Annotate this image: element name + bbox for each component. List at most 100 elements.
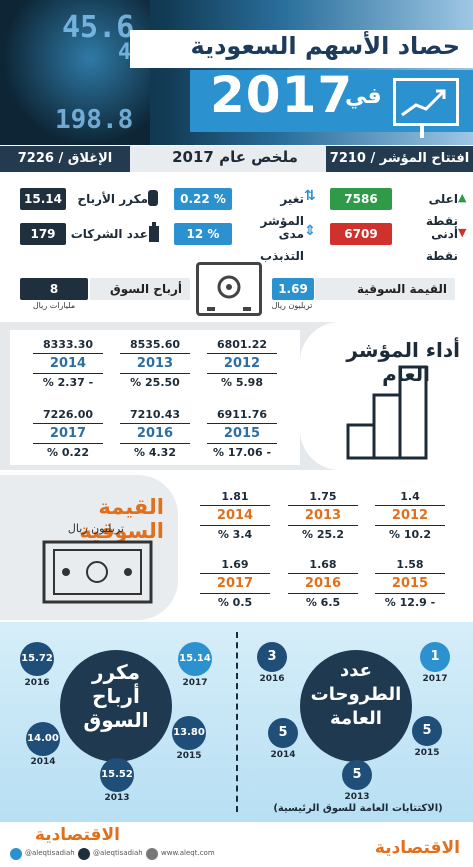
- building-icon: [148, 222, 160, 242]
- earnings-label: أرباح السوق: [90, 278, 190, 300]
- index-year: 2017: [49, 426, 87, 441]
- market-value: 1.75: [309, 490, 337, 503]
- instagram-handle: @aleqtisadiah: [93, 849, 143, 857]
- ipo-value-2015: 5: [412, 716, 442, 746]
- pe-year-2013: 2013: [104, 793, 130, 803]
- market-value-change: % 25.2: [302, 528, 344, 541]
- market-value-year: 2014: [216, 508, 254, 523]
- web-icon: [146, 848, 158, 860]
- ipo-value-2016: 3: [257, 642, 287, 672]
- market-value-item-2017: 1.69 2017 % 0.5: [200, 558, 270, 609]
- chart-board-icon: [393, 78, 459, 126]
- index-item-2017: 7226.00 2017 % 0.22: [33, 408, 103, 459]
- market-value: 1.4: [400, 490, 420, 503]
- pe-year-2014: 2014: [30, 757, 56, 767]
- ipo-title-1: عدد: [340, 660, 372, 681]
- section-divider: [236, 632, 238, 812]
- high-label: اعلى نقطة: [425, 192, 458, 228]
- market-value-year: 2015: [391, 576, 429, 591]
- low-value: 6709: [330, 223, 392, 245]
- index-performance-grid: [10, 330, 300, 465]
- market-value-year: 2016: [304, 576, 342, 591]
- index-open-value: 7210: [329, 151, 366, 166]
- companies-value: 179: [20, 223, 66, 245]
- summary-title: ملخص عام 2017: [172, 148, 298, 166]
- ticker-number: 45.6: [62, 10, 135, 45]
- index-open-label: افتتاح المؤشر /: [370, 151, 470, 166]
- index-close-label: الإغلاق /: [58, 151, 113, 166]
- companies-label: عدد الشركات: [70, 227, 148, 241]
- index-change: % 4.32: [134, 446, 176, 459]
- market-cap-unit: تريليون ريال: [271, 301, 313, 310]
- market-value-change: % 0.5: [217, 596, 253, 609]
- index-item-2013: 8535.60 2013 % 25.50: [120, 338, 190, 389]
- ipo-year-2015: 2015: [414, 748, 440, 758]
- index-performance-title: أداء المؤشر: [346, 338, 460, 362]
- ipo-title-2: الطروحات: [310, 684, 402, 705]
- arrow-down-icon: ▼: [458, 226, 467, 239]
- market-value-item-2014: 1.81 2014 % 3.4: [200, 490, 270, 541]
- low-label: أدنى نقطة: [425, 227, 458, 263]
- market-value-year: 2013: [304, 508, 342, 523]
- market-value-change: % 10.2: [389, 528, 431, 541]
- safe-icon: [196, 262, 262, 316]
- index-year: 2016: [136, 426, 174, 441]
- pe-value-2015: 13.80: [172, 716, 206, 750]
- pe-value-2013: 15.52: [100, 758, 134, 792]
- market-value-item-2012: 1.4 2012 % 10.2: [375, 490, 445, 541]
- market-value-year: 2012: [391, 508, 429, 523]
- market-value-item-2016: 1.68 2016 % 6.5: [288, 558, 358, 609]
- market-value-title: القيمة السوقية: [79, 495, 164, 543]
- ipo-note: (الاكتتابات العامة للسوق الرئيسية): [273, 803, 443, 814]
- index-item-2014: 8333.30 2014 % 2.37 -: [33, 338, 103, 389]
- title-band: [130, 30, 473, 68]
- website-link[interactable]: www.aleqt.com: [161, 849, 215, 857]
- market-cap-label: القيمة السوقية: [315, 278, 455, 300]
- pe-year-2017: 2017: [182, 678, 208, 688]
- index-year: 2012: [223, 356, 261, 371]
- ipo-value-2014: 5: [268, 718, 298, 748]
- index-value: 7226.00: [42, 408, 94, 421]
- market-value: 1.68: [309, 558, 337, 571]
- pe-ratio-title-1: مكرر: [92, 660, 140, 684]
- index-change: % 17.06 -: [212, 446, 272, 459]
- page-title: حصاد الأسهم السعودية: [190, 32, 460, 60]
- pe-ratio-title-3: السوق: [83, 708, 149, 732]
- market-value-item-2015: 1.58 2015 % 12.9 -: [375, 558, 445, 609]
- earnings-unit: مليارات ريال: [32, 301, 76, 310]
- index-value: 8535.60: [129, 338, 181, 351]
- index-year: 2014: [49, 356, 87, 371]
- twitter-icon: [10, 848, 22, 860]
- index-item-2012: 6801.22 2012 % 5.98: [207, 338, 277, 389]
- ticker-number: 198.8: [55, 105, 134, 135]
- ipo-value-2013: 5: [342, 760, 372, 790]
- ipo-year-2013: 2013: [344, 792, 370, 802]
- pe-value: 15.14: [20, 188, 66, 210]
- index-value: 6911.76: [216, 408, 268, 421]
- market-value-change: % 3.4: [217, 528, 253, 541]
- index-change-label: تغير المؤشر: [260, 192, 304, 228]
- earnings-value: 8: [20, 278, 88, 300]
- index-year: 2015: [223, 426, 261, 441]
- market-value-title-panel: [0, 475, 178, 620]
- pe-year-2016: 2016: [24, 678, 50, 688]
- pe-value-2014: 14.00: [26, 722, 60, 756]
- volatility-label: مدى التذبذب: [260, 227, 304, 263]
- index-year: 2013: [136, 356, 174, 371]
- volatility-value: 12 %: [174, 223, 232, 245]
- brand-logo-right: الاقتصادية: [374, 838, 460, 858]
- pe-label: مكرر الأرباح: [77, 192, 148, 206]
- instagram-icon: [78, 848, 90, 860]
- ipo-circle: [300, 650, 412, 762]
- pe-ratio-title-2: أرباح: [92, 684, 140, 708]
- high-value: 7586: [330, 188, 392, 210]
- footer: [0, 822, 473, 867]
- market-value: 1.58: [396, 558, 424, 571]
- year-label: 2017: [210, 66, 354, 124]
- money-bag-icon: [148, 190, 158, 206]
- ipo-year-2016: 2016: [259, 674, 285, 684]
- market-value-unit: تريليون ريال: [67, 522, 124, 535]
- twitter-handle: @aleqtisadiah: [25, 849, 75, 857]
- market-value-year: 2017: [216, 576, 254, 591]
- market-value-change: % 6.5: [305, 596, 341, 609]
